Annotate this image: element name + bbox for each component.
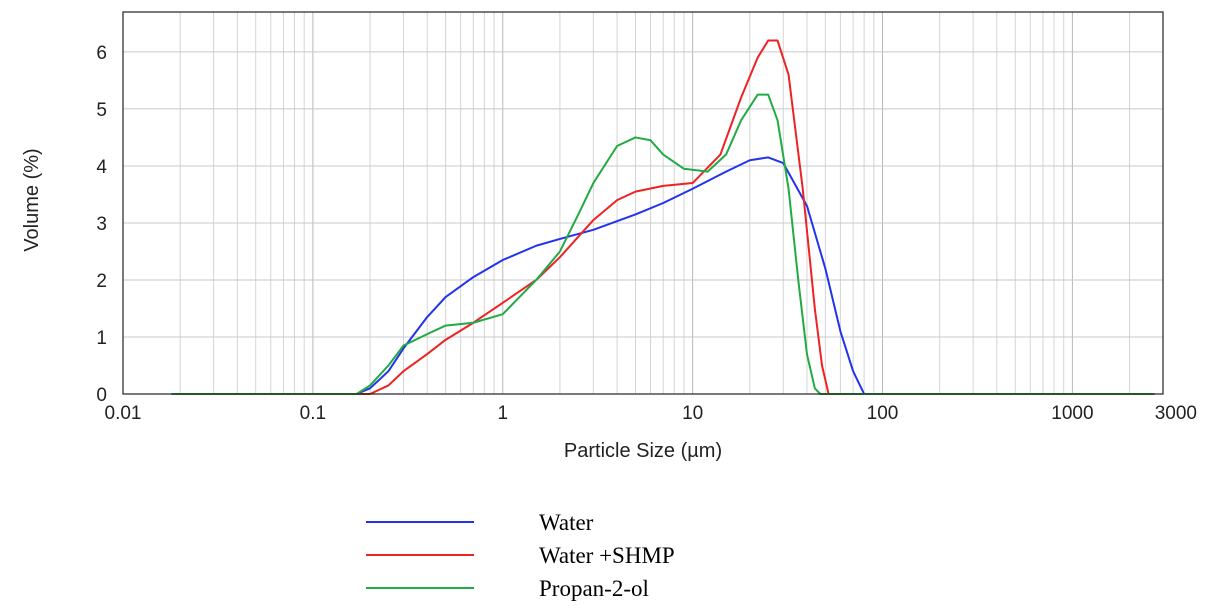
x-axis-title: Particle Size (µm) xyxy=(564,440,722,462)
y-tick-label: 6 xyxy=(96,43,107,64)
y-tick-label: 4 xyxy=(96,157,107,178)
plot-area-frame xyxy=(122,11,1164,395)
y-tick-label: 3 xyxy=(96,214,107,235)
x-tick-label: 1 xyxy=(497,403,508,424)
y-tick-label: 1 xyxy=(96,328,107,349)
x-tick-label: 10 xyxy=(682,403,703,424)
x-tick-label: 0.01 xyxy=(105,403,142,424)
series-line-2 xyxy=(171,39,1155,395)
x-tick-label: 3000 xyxy=(1155,403,1197,424)
x-tick-label: 100 xyxy=(867,403,899,424)
chart-gridlines xyxy=(123,12,1163,394)
series-line-3 xyxy=(171,93,1155,395)
x-tick-label: 0.1 xyxy=(300,403,326,424)
x-axis-tick-labels: 0.01 0.1 1 10 100 1000 3000 xyxy=(105,403,1197,424)
series-line-1 xyxy=(171,156,1155,395)
legend-label-3: Propan-2-ol xyxy=(539,576,649,601)
legend-label-1: Water xyxy=(539,510,594,535)
y-tick-label: 5 xyxy=(96,100,107,121)
x-tick-label: 1000 xyxy=(1051,403,1093,424)
y-axis-tick-labels: 0 1 2 3 4 5 6 xyxy=(96,43,107,406)
y-tick-label: 0 xyxy=(96,385,107,406)
chart-legend: Water Water +SHMP Propan-2-ol xyxy=(366,510,675,601)
chart-series-lines xyxy=(171,39,1155,395)
y-tick-label: 2 xyxy=(96,271,107,292)
y-axis-title: Volume (%) xyxy=(21,148,43,251)
legend-label-2: Water +SHMP xyxy=(539,543,675,568)
